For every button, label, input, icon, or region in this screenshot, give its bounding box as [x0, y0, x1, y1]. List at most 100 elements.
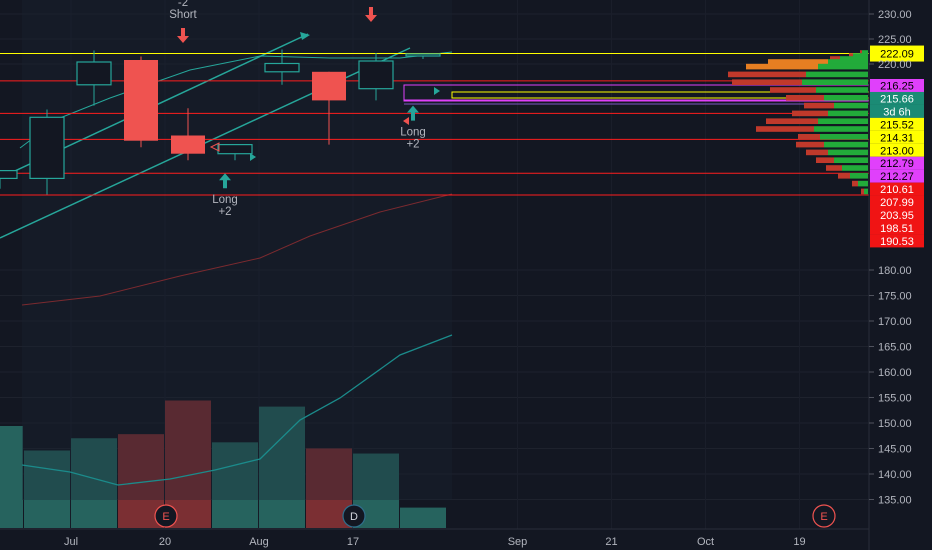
y-tick-label: 140.00 — [878, 469, 912, 481]
profile-buy-bar — [834, 157, 868, 163]
price-badge-label: 207.99 — [880, 197, 914, 209]
profile-sell-bar — [849, 53, 853, 59]
moving-average-slow — [21, 193, 453, 306]
profile-sell-bar — [861, 188, 864, 195]
profile-sell-bar — [770, 87, 816, 93]
level-badge — [870, 45, 924, 62]
entry-marker-icon — [250, 153, 256, 161]
candle-body[interactable] — [217, 144, 253, 155]
entry-marker-icon — [434, 87, 440, 95]
candle-body[interactable] — [405, 53, 441, 57]
profile-buy-bar — [842, 165, 868, 171]
price-badge — [870, 221, 924, 235]
profile-buy-bar — [818, 118, 868, 124]
candle-body[interactable] — [0, 170, 18, 180]
price-badge — [870, 182, 924, 196]
y-tick-label: 170.00 — [878, 316, 912, 328]
candle-body[interactable] — [76, 61, 112, 86]
y-tick-label: 155.00 — [878, 393, 912, 405]
long-signal-label: Long — [212, 194, 238, 206]
event-marker-label: E — [820, 511, 827, 523]
volume-bar — [0, 426, 23, 528]
event-marker[interactable] — [154, 504, 178, 528]
x-tick-label: Oct — [697, 536, 714, 548]
price-badge — [870, 156, 924, 170]
price-badge — [870, 169, 924, 183]
long-signal-count: +2 — [406, 139, 419, 151]
profile-buy-bar — [802, 79, 868, 85]
profile-sell-bar — [806, 149, 828, 156]
price-badge-label: 215.52 — [880, 119, 914, 131]
y-tick-label: 165.00 — [878, 342, 912, 354]
y-tick-label: 160.00 — [878, 367, 912, 379]
price-badge — [870, 143, 924, 157]
profile-sell-bar — [732, 79, 802, 85]
profile-buy-bar — [850, 173, 868, 179]
candle-body[interactable] — [358, 60, 394, 90]
profile-sell-bar — [796, 141, 824, 148]
profile-buy-bar — [824, 95, 868, 101]
y-tick-label: 135.00 — [878, 495, 912, 507]
profile-sell-bar — [852, 180, 858, 187]
x-tick-label: 21 — [605, 536, 617, 548]
price-badge-label: 214.31 — [880, 132, 914, 144]
event-marker[interactable] — [812, 504, 836, 528]
price-badge-label: 212.27 — [880, 171, 914, 183]
event-marker[interactable] — [342, 504, 366, 528]
profile-sell-bar — [826, 165, 842, 171]
price-badge-label: 215.66 — [880, 93, 914, 105]
y-tick-label: 175.00 — [878, 291, 912, 303]
profile-buy-bar — [834, 102, 868, 109]
candle-body[interactable] — [171, 135, 205, 154]
price-badge — [870, 117, 924, 131]
y-tick-label: 180.00 — [878, 265, 912, 277]
price-badge-label: 203.95 — [880, 210, 914, 222]
profile-sell-bar — [798, 134, 820, 140]
long-signal-count: +2 — [218, 206, 231, 218]
profile-sell-bar — [860, 50, 862, 56]
profile-buy-bar — [818, 63, 868, 70]
y-tick-label: 220.00 — [878, 59, 912, 71]
profile-sell-bar — [746, 63, 818, 70]
profile-buy-bar — [814, 126, 868, 132]
price-badge — [870, 130, 924, 144]
price-badge — [870, 104, 924, 118]
profile-sell-bar — [792, 110, 828, 117]
candle-body[interactable] — [312, 71, 346, 101]
price-badge-label: 213.00 — [880, 145, 914, 157]
price-badge-label: 3d 6h — [883, 106, 911, 118]
profile-sell-bar — [804, 102, 834, 109]
x-tick-label: 17 — [347, 536, 359, 548]
long-signal-label: Long — [400, 127, 426, 139]
profile-sell-bar — [816, 157, 834, 163]
volume-bar — [212, 442, 258, 528]
y-tick-label: 230.00 — [878, 9, 912, 21]
y-tick-label: 145.00 — [878, 444, 912, 456]
entry-marker-icon — [209, 142, 220, 152]
candle-body[interactable] — [264, 62, 300, 73]
profile-buy-bar — [828, 59, 868, 65]
candle-body[interactable] — [29, 116, 65, 180]
profile-buy-bar — [806, 71, 868, 78]
profile-sell-bar — [786, 95, 824, 101]
event-marker-label: D — [350, 511, 358, 523]
profile-buy-bar — [828, 110, 868, 117]
profile-buy-bar — [820, 134, 868, 140]
y-tick-label: 225.00 — [878, 34, 912, 46]
price-badge-label: 190.53 — [880, 236, 914, 248]
price-badge — [870, 195, 924, 209]
candle-body[interactable] — [124, 60, 158, 141]
price-badge — [870, 79, 924, 92]
price-badge-label: 216.25 — [880, 81, 914, 93]
short-signal-label: Short — [169, 9, 197, 21]
x-tick-label: Aug — [249, 536, 269, 548]
price-badge-label: 210.61 — [880, 184, 914, 196]
profile-buy-bar — [864, 188, 868, 195]
long-arrow-icon — [219, 173, 231, 189]
profile-buy-bar — [840, 56, 868, 62]
x-tick-label: 20 — [159, 536, 171, 548]
short-arrow-icon — [177, 28, 189, 43]
trend-arrow-head — [300, 32, 310, 40]
short-signal-count: -2 — [178, 0, 188, 9]
